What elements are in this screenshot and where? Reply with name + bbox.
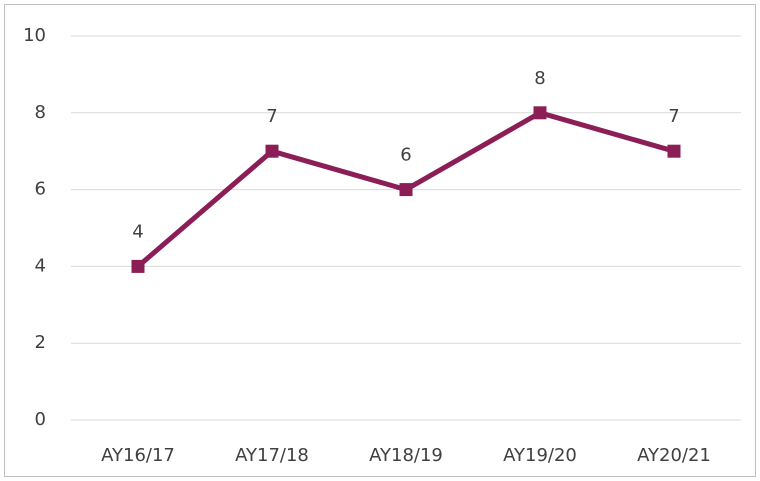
y-tick-label: 0 bbox=[35, 409, 46, 430]
data-label: 6 bbox=[400, 145, 411, 166]
marker bbox=[533, 106, 547, 120]
data-label: 4 bbox=[132, 221, 143, 242]
marker bbox=[131, 259, 145, 273]
x-tick-label: AY19/20 bbox=[503, 445, 577, 466]
marker bbox=[265, 144, 279, 158]
data-label: 8 bbox=[534, 68, 545, 89]
y-tick-label: 6 bbox=[35, 179, 46, 200]
y-tick-label: 8 bbox=[35, 102, 46, 123]
marker bbox=[667, 144, 681, 158]
y-tick-label: 2 bbox=[35, 332, 46, 353]
chart-border bbox=[4, 4, 756, 477]
x-tick-label: AY16/17 bbox=[101, 445, 175, 466]
data-label: 7 bbox=[668, 106, 679, 127]
x-tick-label: AY17/18 bbox=[235, 445, 309, 466]
y-tick-label: 4 bbox=[35, 255, 46, 276]
data-label: 7 bbox=[266, 106, 277, 127]
marker bbox=[399, 183, 413, 197]
x-tick-label: AY20/21 bbox=[637, 445, 711, 466]
x-tick-label: AY18/19 bbox=[369, 445, 443, 466]
y-tick-label: 10 bbox=[23, 25, 46, 46]
